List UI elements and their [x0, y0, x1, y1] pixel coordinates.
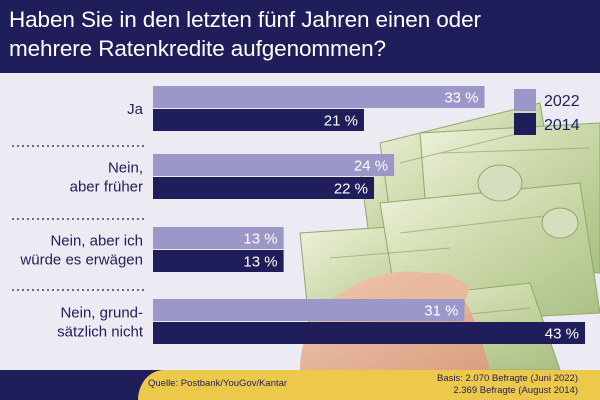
- category-label: Nein, grund-: [60, 305, 143, 322]
- value-label: 33 %: [444, 90, 478, 107]
- legend-swatch-2022: [514, 89, 536, 111]
- source-note: Quelle: Postbank/YouGov/Kantar: [148, 378, 288, 389]
- legend-label: 2014: [544, 117, 580, 134]
- value-label: 21 %: [324, 113, 358, 130]
- category-label: aber früher: [70, 179, 143, 196]
- basis-note-2: 2.369 Befragte (August 2014): [453, 385, 578, 396]
- value-label: 24 %: [354, 158, 388, 175]
- legend-label: 2022: [544, 93, 580, 110]
- bar-2014: [153, 250, 284, 272]
- category-label: Nein, aber ich: [50, 233, 143, 250]
- value-label: 31 %: [424, 303, 458, 320]
- basis-note-1: Basis: 2.070 Befragte (Juni 2022): [436, 373, 578, 384]
- category-label: sätzlich nicht: [57, 324, 144, 341]
- bar-2022: [153, 154, 395, 176]
- footer-bar: Quelle: Postbank/YouGov/Kantar Basis: 2.…: [0, 370, 600, 400]
- value-label: 13 %: [243, 231, 277, 248]
- category-label: würde es erwägen: [19, 252, 143, 269]
- value-label: 43 %: [545, 326, 579, 343]
- bar-2014: [153, 177, 375, 199]
- bar-2022: [153, 299, 465, 321]
- legend-swatch-2014: [514, 113, 536, 135]
- bar-2014: [153, 322, 585, 344]
- bar-2022: [153, 86, 485, 108]
- value-label: 13 %: [243, 254, 277, 271]
- category-label: Ja: [127, 101, 144, 118]
- value-label: 22 %: [334, 181, 368, 198]
- category-label: Nein,: [108, 160, 143, 177]
- title-line-2: mehrere Ratenkredite aufgenommen?: [9, 36, 386, 61]
- bar-2014: [153, 109, 364, 131]
- footer-accent: [138, 370, 600, 400]
- bar-2022: [153, 227, 284, 249]
- title-line-1: Haben Sie in den letzten fünf Jahren ein…: [9, 7, 481, 32]
- title-banner: Haben Sie in den letzten fünf Jahren ein…: [0, 0, 600, 73]
